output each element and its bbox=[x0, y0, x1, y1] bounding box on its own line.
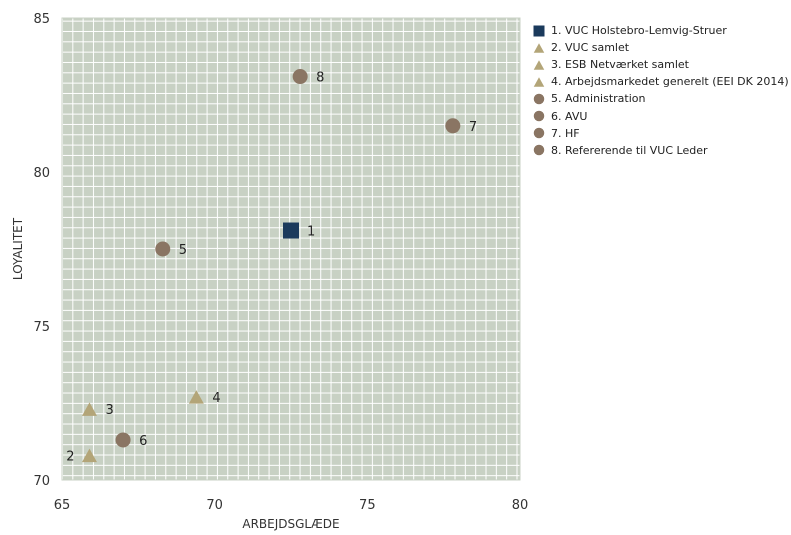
legend-item: 7. HF bbox=[533, 125, 789, 142]
x-axis-label: ARBEJDSGLÆDE bbox=[242, 517, 339, 531]
data-point-2 bbox=[81, 448, 97, 463]
legend: 1. VUC Holstebro-Lemvig-Struer 2. VUC sam… bbox=[533, 22, 789, 159]
data-point-label: 5 bbox=[179, 243, 187, 258]
legend-item: 6. AVU bbox=[533, 107, 789, 124]
data-point-label: 1 bbox=[307, 225, 315, 240]
circle-marker-icon bbox=[533, 127, 545, 139]
legend-label: 5. Administration bbox=[551, 92, 646, 106]
data-point-6 bbox=[115, 432, 131, 448]
data-point-label: 6 bbox=[139, 434, 147, 449]
circle-marker-icon bbox=[533, 110, 545, 122]
data-point-label: 8 bbox=[316, 71, 324, 86]
data-point-8 bbox=[292, 69, 308, 85]
y-axis-label: LOYALITET bbox=[11, 217, 25, 280]
x-tick-label: 65 bbox=[54, 498, 71, 513]
y-tick-label: 85 bbox=[33, 12, 50, 27]
legend-label: 2. VUC samlet bbox=[551, 41, 630, 55]
legend-item: 5. Administration bbox=[533, 90, 789, 107]
square-marker-icon bbox=[533, 25, 545, 37]
triangle-marker-icon bbox=[533, 77, 545, 87]
legend-label: 1. VUC Holstebro-Lemvig-Struer bbox=[551, 24, 727, 38]
y-tick-label: 80 bbox=[33, 166, 50, 181]
data-point-label: 7 bbox=[469, 120, 477, 135]
data-point-4 bbox=[188, 390, 204, 404]
x-tick-label: 75 bbox=[359, 498, 376, 513]
plot-area bbox=[61, 17, 521, 481]
circle-marker-icon bbox=[533, 93, 545, 105]
legend-item: 1. VUC Holstebro-Lemvig-Struer bbox=[533, 22, 789, 39]
data-point-7 bbox=[445, 118, 461, 134]
legend-label: 7. HF bbox=[551, 126, 580, 140]
circle-marker-icon bbox=[533, 144, 545, 156]
y-tick-label: 75 bbox=[33, 320, 50, 335]
data-point-label: 4 bbox=[212, 391, 220, 406]
triangle-marker-icon bbox=[533, 42, 545, 53]
data-point-3 bbox=[81, 402, 97, 416]
x-tick-label: 70 bbox=[206, 498, 223, 513]
data-point-label: 2 bbox=[66, 449, 74, 464]
legend-label: 8. Refererende til VUC Leder bbox=[551, 143, 708, 157]
legend-item: 8. Refererende til VUC Leder bbox=[533, 142, 789, 159]
y-tick-label: 70 bbox=[33, 474, 50, 489]
data-point-1 bbox=[283, 222, 299, 239]
data-point-label: 3 bbox=[105, 403, 113, 418]
triangle-marker-icon bbox=[533, 60, 545, 70]
legend-item: 3. ESB Netværket samlet bbox=[533, 56, 789, 73]
data-points: 1 2 3 4 5 6 7 8 bbox=[66, 69, 477, 464]
x-tick-label: 80 bbox=[512, 498, 529, 513]
legend-label: 6. AVU bbox=[551, 109, 588, 123]
legend-item: 2. VUC samlet bbox=[533, 39, 789, 56]
legend-label: 3. ESB Netværket samlet bbox=[551, 58, 689, 72]
data-point-5 bbox=[155, 241, 171, 257]
legend-item: 4. Arbejdsmarkedet generelt (EEI DK 2014… bbox=[533, 73, 789, 90]
legend-label: 4. Arbejdsmarkedet generelt (EEI DK 2014… bbox=[551, 75, 789, 89]
